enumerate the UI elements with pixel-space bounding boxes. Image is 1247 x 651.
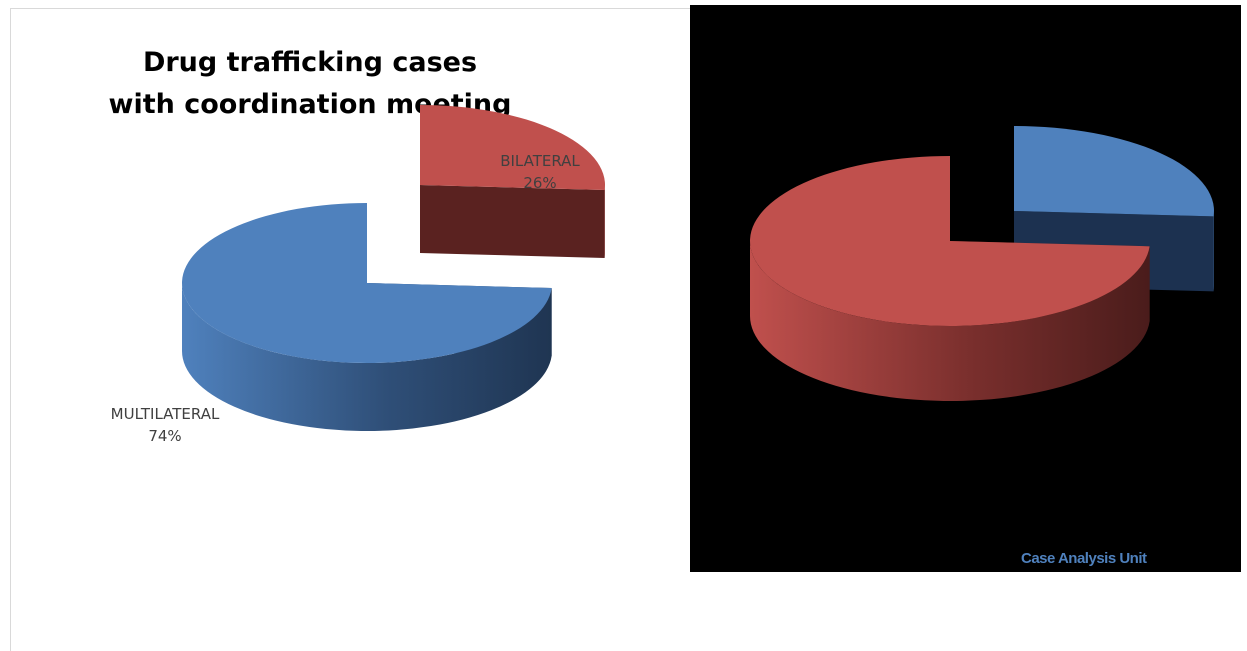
pie-chart-right <box>749 126 1215 401</box>
left-pie-multilateral-side <box>182 283 552 432</box>
slice-label-bilateral: BILATERAL <box>500 152 580 170</box>
chart-title-line-1: Drug trafficking cases <box>142 47 478 78</box>
credit-text: Case Analysis Unit <box>1021 550 1147 567</box>
left-pie-multilateral-slice <box>181 203 552 363</box>
slice-value-bilateral: 26% <box>523 174 557 192</box>
slice-value-multilateral: 74% <box>148 427 182 445</box>
right-pie-slice-2-slice <box>749 156 1150 326</box>
pie-chart-left <box>181 105 605 432</box>
left-pie-bilateral-slice <box>420 105 605 191</box>
left-pie-bilateral-cut-face-2 <box>420 185 605 259</box>
data-label-bilateral: BILATERAL 26% <box>470 150 610 194</box>
slice-label-multilateral: MULTILATERAL <box>110 405 220 423</box>
frame-border-left <box>10 8 11 651</box>
data-label-multilateral: MULTILATERAL 74% <box>85 403 245 447</box>
right-pie-slice-2-side <box>750 241 1150 401</box>
frame-border-top <box>10 8 690 9</box>
right-pie-slice-1-slice <box>1014 126 1215 217</box>
